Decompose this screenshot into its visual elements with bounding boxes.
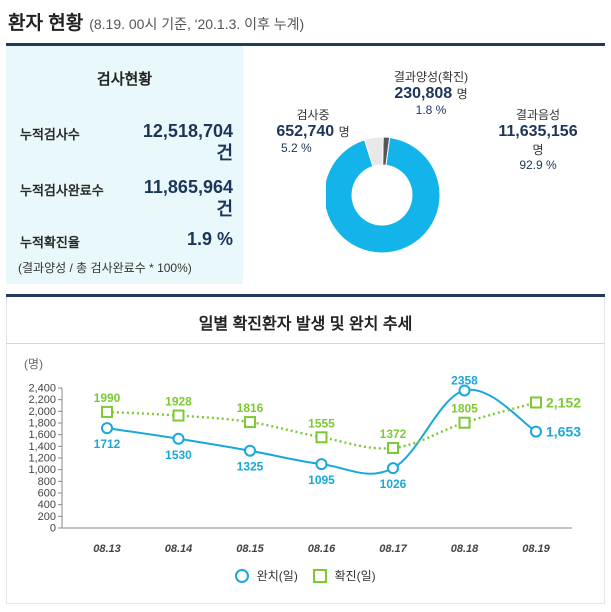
recovered-legend-label[interactable]: 완치(일): [256, 569, 298, 583]
confirmed-point: [101, 405, 113, 418]
confirmed-data-label: 1990: [94, 391, 121, 405]
confirmed-point: [387, 441, 399, 454]
y-tick-label: 1,800: [28, 418, 56, 430]
recovered-data-label: 1325: [237, 460, 264, 474]
section-divider: [6, 294, 605, 297]
x-tick-label: 08.18: [451, 543, 479, 555]
confirmed-legend-marker-icon[interactable]: [313, 568, 328, 583]
donut-slice-negative: [326, 136, 441, 254]
recovered-point: [101, 422, 113, 435]
confirmed-point: [458, 416, 471, 429]
y-tick-label: 1,200: [28, 453, 56, 465]
header-divider: [6, 43, 605, 46]
cumulative-tests-label: 누적검사수: [20, 127, 80, 142]
positive-callout: 결과양성(확진) 230,808 명 1.8 %: [351, 68, 511, 117]
page-title: 환자 현황: [8, 13, 84, 34]
test-result-donut-area: 결과양성(확진) 230,808 명 1.8 % 검사중 652,740 명 5…: [243, 46, 605, 284]
confirmed-point: [315, 431, 328, 444]
cumulative-tests-value: 12,518,704 건: [143, 120, 233, 164]
positive-rate-note: (결과양성 / 총 검사완료수 * 100%): [18, 261, 192, 275]
confirmed-legend-label[interactable]: 확진(일): [334, 569, 376, 583]
test-result-donut: [326, 136, 441, 254]
recovered-point: [172, 432, 185, 445]
x-tick-label: 08.13: [93, 543, 121, 555]
recovered-data-label: 1530: [165, 448, 192, 462]
recovered-data-label: 1,653: [546, 424, 581, 440]
testing-label: 검사중: [296, 108, 330, 122]
negative-value: 11,635,156: [498, 123, 578, 140]
negative-label: 결과음성: [515, 108, 561, 122]
y-tick-label: 800: [38, 476, 56, 488]
y-tick-label: 200: [38, 511, 56, 523]
y-tick-label: 1,000: [28, 464, 56, 476]
confirmed-data-label: 1555: [308, 416, 335, 430]
chart-legend: 완치(일) 확진(일): [0, 567, 611, 584]
x-tick-label: 08.19: [522, 543, 550, 555]
cumulative-tests-number: 12,518,704: [142, 121, 233, 141]
y-tick-label: 1,400: [28, 441, 56, 453]
completed-tests-number: 11,865,964: [143, 177, 233, 197]
testing-value: 652,740: [276, 123, 335, 140]
recovered-data-label: 2358: [451, 373, 478, 387]
recovered-point: [315, 458, 328, 471]
y-tick-label: 2,000: [28, 406, 56, 418]
negative-pct: 92.9 %: [519, 158, 557, 172]
page-header: 환자 현황 (8.19. 00시 기준, '20.1.3. 이후 누계): [8, 8, 304, 38]
testing-callout: 검사중 652,740 명 5.2 %: [253, 106, 373, 155]
testing-unit: 명: [338, 125, 350, 139]
recovered-data-label: 1712: [94, 437, 121, 451]
completed-tests-label: 누적검사완료수: [20, 183, 104, 198]
y-tick-label: 1,600: [28, 429, 56, 441]
donut-slice-testing: [363, 136, 384, 168]
recovered-point: [387, 462, 399, 475]
y-tick-label: 400: [38, 499, 56, 511]
page-subtitle: (8.19. 00시 기준, '20.1.3. 이후 누계): [89, 16, 305, 32]
confirmed-data-label: 1805: [451, 402, 478, 416]
recovered-point: [244, 444, 256, 457]
confirmed-data-label: 2,152: [546, 394, 581, 410]
confirmed-data-label: 1928: [165, 395, 192, 409]
x-tick-label: 08.14: [165, 543, 193, 555]
confirmed-point: [244, 416, 256, 429]
test-summary-title: 검사현황: [96, 71, 153, 88]
positive-value: 230,808: [394, 85, 453, 102]
test-summary-box: 검사현황 누적검사수 12,518,704 건 누적검사완료수 11,865,9…: [6, 46, 243, 284]
chart-title: 일별 확진환자 발생 및 완치 추세: [198, 316, 413, 333]
recovered-legend-marker-icon[interactable]: [235, 568, 250, 583]
confirmed-data-label: 1372: [380, 427, 407, 441]
testing-pct: 5.2 %: [281, 141, 312, 155]
trend-chart-panel: 일별 확진환자 발생 및 완치 추세: [6, 297, 605, 604]
recovered-data-label: 1095: [308, 473, 335, 487]
negative-unit: 명: [532, 143, 544, 157]
y-tick-label: 0: [50, 523, 56, 535]
x-tick-label: 08.17: [379, 543, 407, 555]
chart-title-divider: [6, 343, 605, 344]
cumulative-tests-unit: 건: [216, 143, 233, 163]
recovered-data-label: 1026: [380, 477, 407, 491]
positive-label: 결과양성(확진): [393, 70, 469, 84]
completed-tests-value: 11,865,964 건: [144, 176, 233, 220]
positive-unit: 명: [456, 87, 468, 101]
positive-rate-label: 누적확진율: [20, 235, 80, 250]
y-tick-label: 2,400: [28, 383, 56, 395]
daily-trend-line-chart: (명) 02004006008001,0001,2001,4001,6001,80…: [24, 357, 581, 555]
confirmed-data-label: 1816: [237, 401, 264, 415]
negative-callout: 결과음성 11,635,156 명 92.9 %: [473, 106, 603, 172]
y-tick-label: 2,200: [28, 394, 56, 406]
x-tick-label: 08.15: [236, 543, 264, 555]
confirmed-point: [530, 396, 542, 409]
positive-rate-value: 1.9 %: [186, 229, 233, 249]
confirmed-point: [172, 409, 185, 422]
y-axis-label: (명): [24, 357, 43, 371]
recovered-point: [458, 384, 471, 397]
y-tick-label: 600: [38, 488, 56, 500]
x-tick-label: 08.16: [308, 543, 336, 555]
completed-tests-unit: 건: [216, 199, 233, 219]
recovered-point: [530, 425, 542, 438]
test-status-panel: 검사현황 누적검사수 12,518,704 건 누적검사완료수 11,865,9…: [6, 46, 605, 284]
positive-pct: 1.8 %: [415, 103, 447, 117]
